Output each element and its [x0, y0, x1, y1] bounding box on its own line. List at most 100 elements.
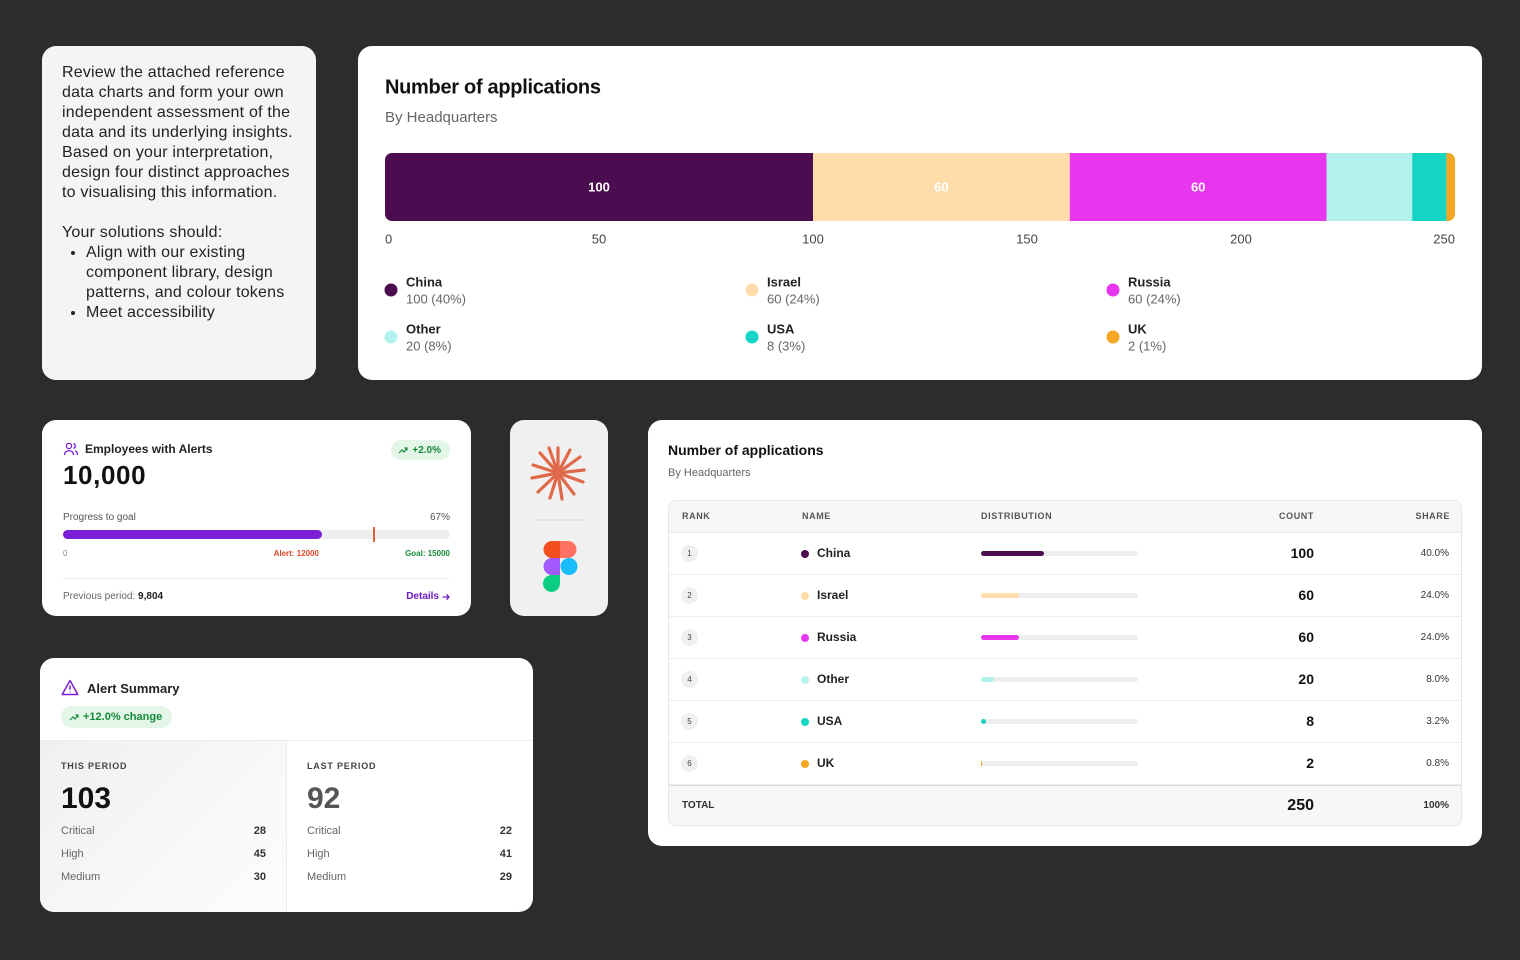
- name-dot: [801, 676, 809, 684]
- details-link[interactable]: Details: [406, 591, 450, 602]
- prompt-item: Align with our existing component librar…: [86, 243, 294, 303]
- prompt-text: Review the attached reference data chart…: [42, 46, 316, 323]
- change-text: +2.0%: [412, 444, 441, 456]
- logos: [530, 446, 586, 592]
- distribution-bar: [981, 677, 994, 682]
- distribution-bar: [981, 551, 1044, 556]
- divider: [63, 578, 450, 579]
- segment-label: 60: [1191, 179, 1205, 194]
- previous-value: 9,804: [138, 591, 164, 602]
- warning-icon: [61, 679, 79, 696]
- metric-value: 29: [499, 871, 512, 883]
- bar-segment: [1069, 153, 1327, 221]
- column-header: NAME: [802, 511, 831, 521]
- distribution-bar: [981, 719, 987, 724]
- x-tick-label: 250: [1433, 231, 1455, 246]
- details-text[interactable]: Details: [406, 591, 439, 602]
- count: 60: [1298, 587, 1314, 603]
- name-dot: [801, 718, 809, 726]
- prompt-item: Meet accessibility: [86, 303, 294, 323]
- name-dot: [801, 634, 809, 642]
- distribution-bar: [981, 761, 983, 766]
- period-total: 103: [61, 782, 112, 815]
- rank-badge: 4: [681, 671, 698, 688]
- metric-label: Medium: [61, 871, 101, 883]
- bar-segment: [1446, 153, 1455, 221]
- name-dot: [801, 592, 809, 600]
- share: 40.0%: [1420, 548, 1449, 559]
- total-share: 100%: [1423, 800, 1449, 811]
- legend-swatch: [384, 283, 398, 297]
- legend-value: 100 (40%): [406, 291, 466, 306]
- legend-value: 60 (24%): [1128, 291, 1181, 306]
- rank-badge: 5: [681, 713, 698, 730]
- legend-swatch: [384, 330, 398, 344]
- table-row: 6 UK 2 0.8%: [669, 743, 1461, 785]
- previous-period: Previous period: 9,804: [63, 591, 163, 602]
- logo-card: [510, 420, 608, 616]
- figma-logo: [543, 541, 578, 592]
- total-label: TOTAL: [682, 800, 715, 811]
- column-header: DISTRIBUTION: [981, 511, 1053, 521]
- legend-name: Other: [406, 321, 441, 336]
- prompt-list-intro: Your solutions should:: [62, 224, 223, 241]
- total-count: 250: [1287, 797, 1314, 814]
- distribution-track: [981, 761, 1138, 766]
- count: 20: [1298, 671, 1314, 687]
- column-header: COUNT: [1279, 511, 1314, 521]
- card-title: Employees with Alerts: [85, 442, 213, 456]
- legend-value: 60 (24%): [767, 291, 820, 306]
- chart-subtitle: By Headquarters: [385, 109, 498, 126]
- distribution-track: [981, 551, 1138, 556]
- count: 60: [1298, 629, 1314, 645]
- progress-percent: 67%: [429, 512, 450, 523]
- distribution-track: [981, 593, 1138, 598]
- metric-value: 30: [253, 871, 266, 883]
- previous-label: Previous period:: [63, 591, 136, 602]
- count: 2: [1306, 755, 1314, 771]
- divider: [286, 741, 287, 912]
- metric-value: 28: [253, 825, 266, 837]
- country-name: Russia: [817, 630, 857, 644]
- chart-title: Number of applications: [385, 76, 601, 98]
- progress-scale: 0 Alert: 12000 Goal: 15000: [63, 549, 450, 558]
- progress-label: Progress to goal: [63, 512, 136, 523]
- bar-segment: [1412, 153, 1447, 221]
- legend-value: 2 (1%): [1128, 338, 1166, 353]
- period-label: LAST PERIOD: [307, 761, 377, 771]
- progress-header: Progress to goal 67%: [63, 512, 450, 523]
- bar-segment: [385, 153, 813, 221]
- rank-badge: 6: [681, 755, 698, 772]
- table: RANK NAME DISTRIBUTION COUNT SHARE 1 China 100 4…: [668, 500, 1462, 826]
- progress-track: [63, 527, 450, 542]
- bar-segment: [1326, 153, 1413, 221]
- table-row: 5 USA 8 3.2%: [669, 701, 1461, 743]
- employees-card: Employees with Alerts +2.0% 10,000 Progr…: [42, 420, 471, 616]
- legend-name: USA: [767, 321, 795, 336]
- share: 3.2%: [1426, 716, 1449, 727]
- legend-swatch: [1106, 330, 1120, 344]
- metric-label: High: [307, 848, 330, 860]
- rank-badge: 3: [681, 629, 698, 646]
- change-badge: +2.0%: [391, 440, 450, 460]
- share: 24.0%: [1420, 590, 1449, 601]
- distribution-track: [981, 677, 1138, 682]
- prompt-paragraph: Review the attached reference data chart…: [62, 64, 293, 201]
- table-header: RANK NAME DISTRIBUTION COUNT SHARE: [669, 501, 1461, 533]
- prompt-card: Review the attached reference data chart…: [42, 46, 316, 380]
- segment-label: 100: [588, 179, 610, 194]
- legend-value: 20 (8%): [406, 338, 452, 353]
- segment-label: 60: [934, 179, 948, 194]
- change-badge: +12.0% change: [61, 706, 173, 728]
- alert-summary-card: Alert Summary +12.0% change THIS PERIOD 1…: [40, 658, 533, 912]
- x-tick-label: 200: [1230, 231, 1252, 246]
- country-name: UK: [817, 756, 835, 770]
- claude-logo: [530, 446, 586, 501]
- bar-group: [385, 153, 1455, 221]
- distribution-track: [981, 635, 1138, 640]
- share: 8.0%: [1426, 674, 1449, 685]
- change-text: +12.0% change: [83, 711, 163, 723]
- x-tick-label: 150: [1016, 231, 1038, 246]
- share: 0.8%: [1426, 758, 1449, 769]
